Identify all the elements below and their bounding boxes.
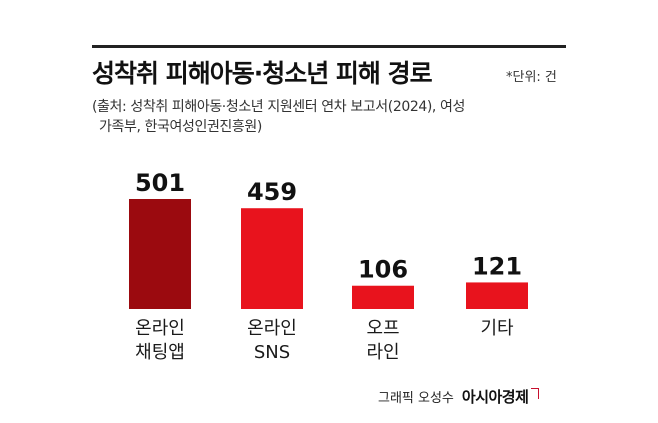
credit: 그래픽 오성수 아시아경제 bbox=[378, 386, 540, 407]
source-note: (출처: 성착취 피해아동·청소년 지원센터 연차 보고서(2024), 여성 … bbox=[92, 97, 572, 137]
source-line-1: (출처: 성착취 피해아동·청소년 지원센터 연차 보고서(2024), 여성 bbox=[92, 99, 465, 115]
category-label-1-line-1: 온라인 bbox=[135, 318, 185, 339]
value-label-3: 106 bbox=[358, 256, 408, 284]
unit-note: *단위: 건 bbox=[506, 70, 557, 85]
credit-brand: 아시아경제 bbox=[461, 388, 529, 406]
top-rule bbox=[92, 45, 566, 48]
value-label-4: 121 bbox=[472, 252, 522, 280]
brand-logo-icon bbox=[531, 388, 540, 399]
category-label-3-line-2: 라인 bbox=[366, 342, 399, 363]
category-label-1-line-2: 채팅앱 bbox=[135, 342, 185, 363]
bar-1 bbox=[129, 199, 191, 309]
source-line-2: 가족부, 한국여성인권진흥원) bbox=[99, 119, 262, 135]
bar-2 bbox=[241, 208, 303, 309]
category-label-4-line-1: 기타 bbox=[480, 318, 514, 339]
value-label-2: 459 bbox=[247, 178, 297, 206]
bar-3 bbox=[352, 285, 414, 309]
category-label-3-line-1: 오프 bbox=[366, 318, 399, 339]
category-label-2-line-1: 온라인 bbox=[247, 318, 297, 339]
credit-author: 그래픽 오성수 bbox=[378, 391, 454, 406]
chart-title: 성착취 피해아동·청소년 피해 경로 bbox=[92, 59, 433, 88]
bar-4 bbox=[466, 282, 528, 309]
value-label-1: 501 bbox=[135, 169, 185, 197]
category-label-2-line-2: SNS bbox=[254, 342, 290, 363]
